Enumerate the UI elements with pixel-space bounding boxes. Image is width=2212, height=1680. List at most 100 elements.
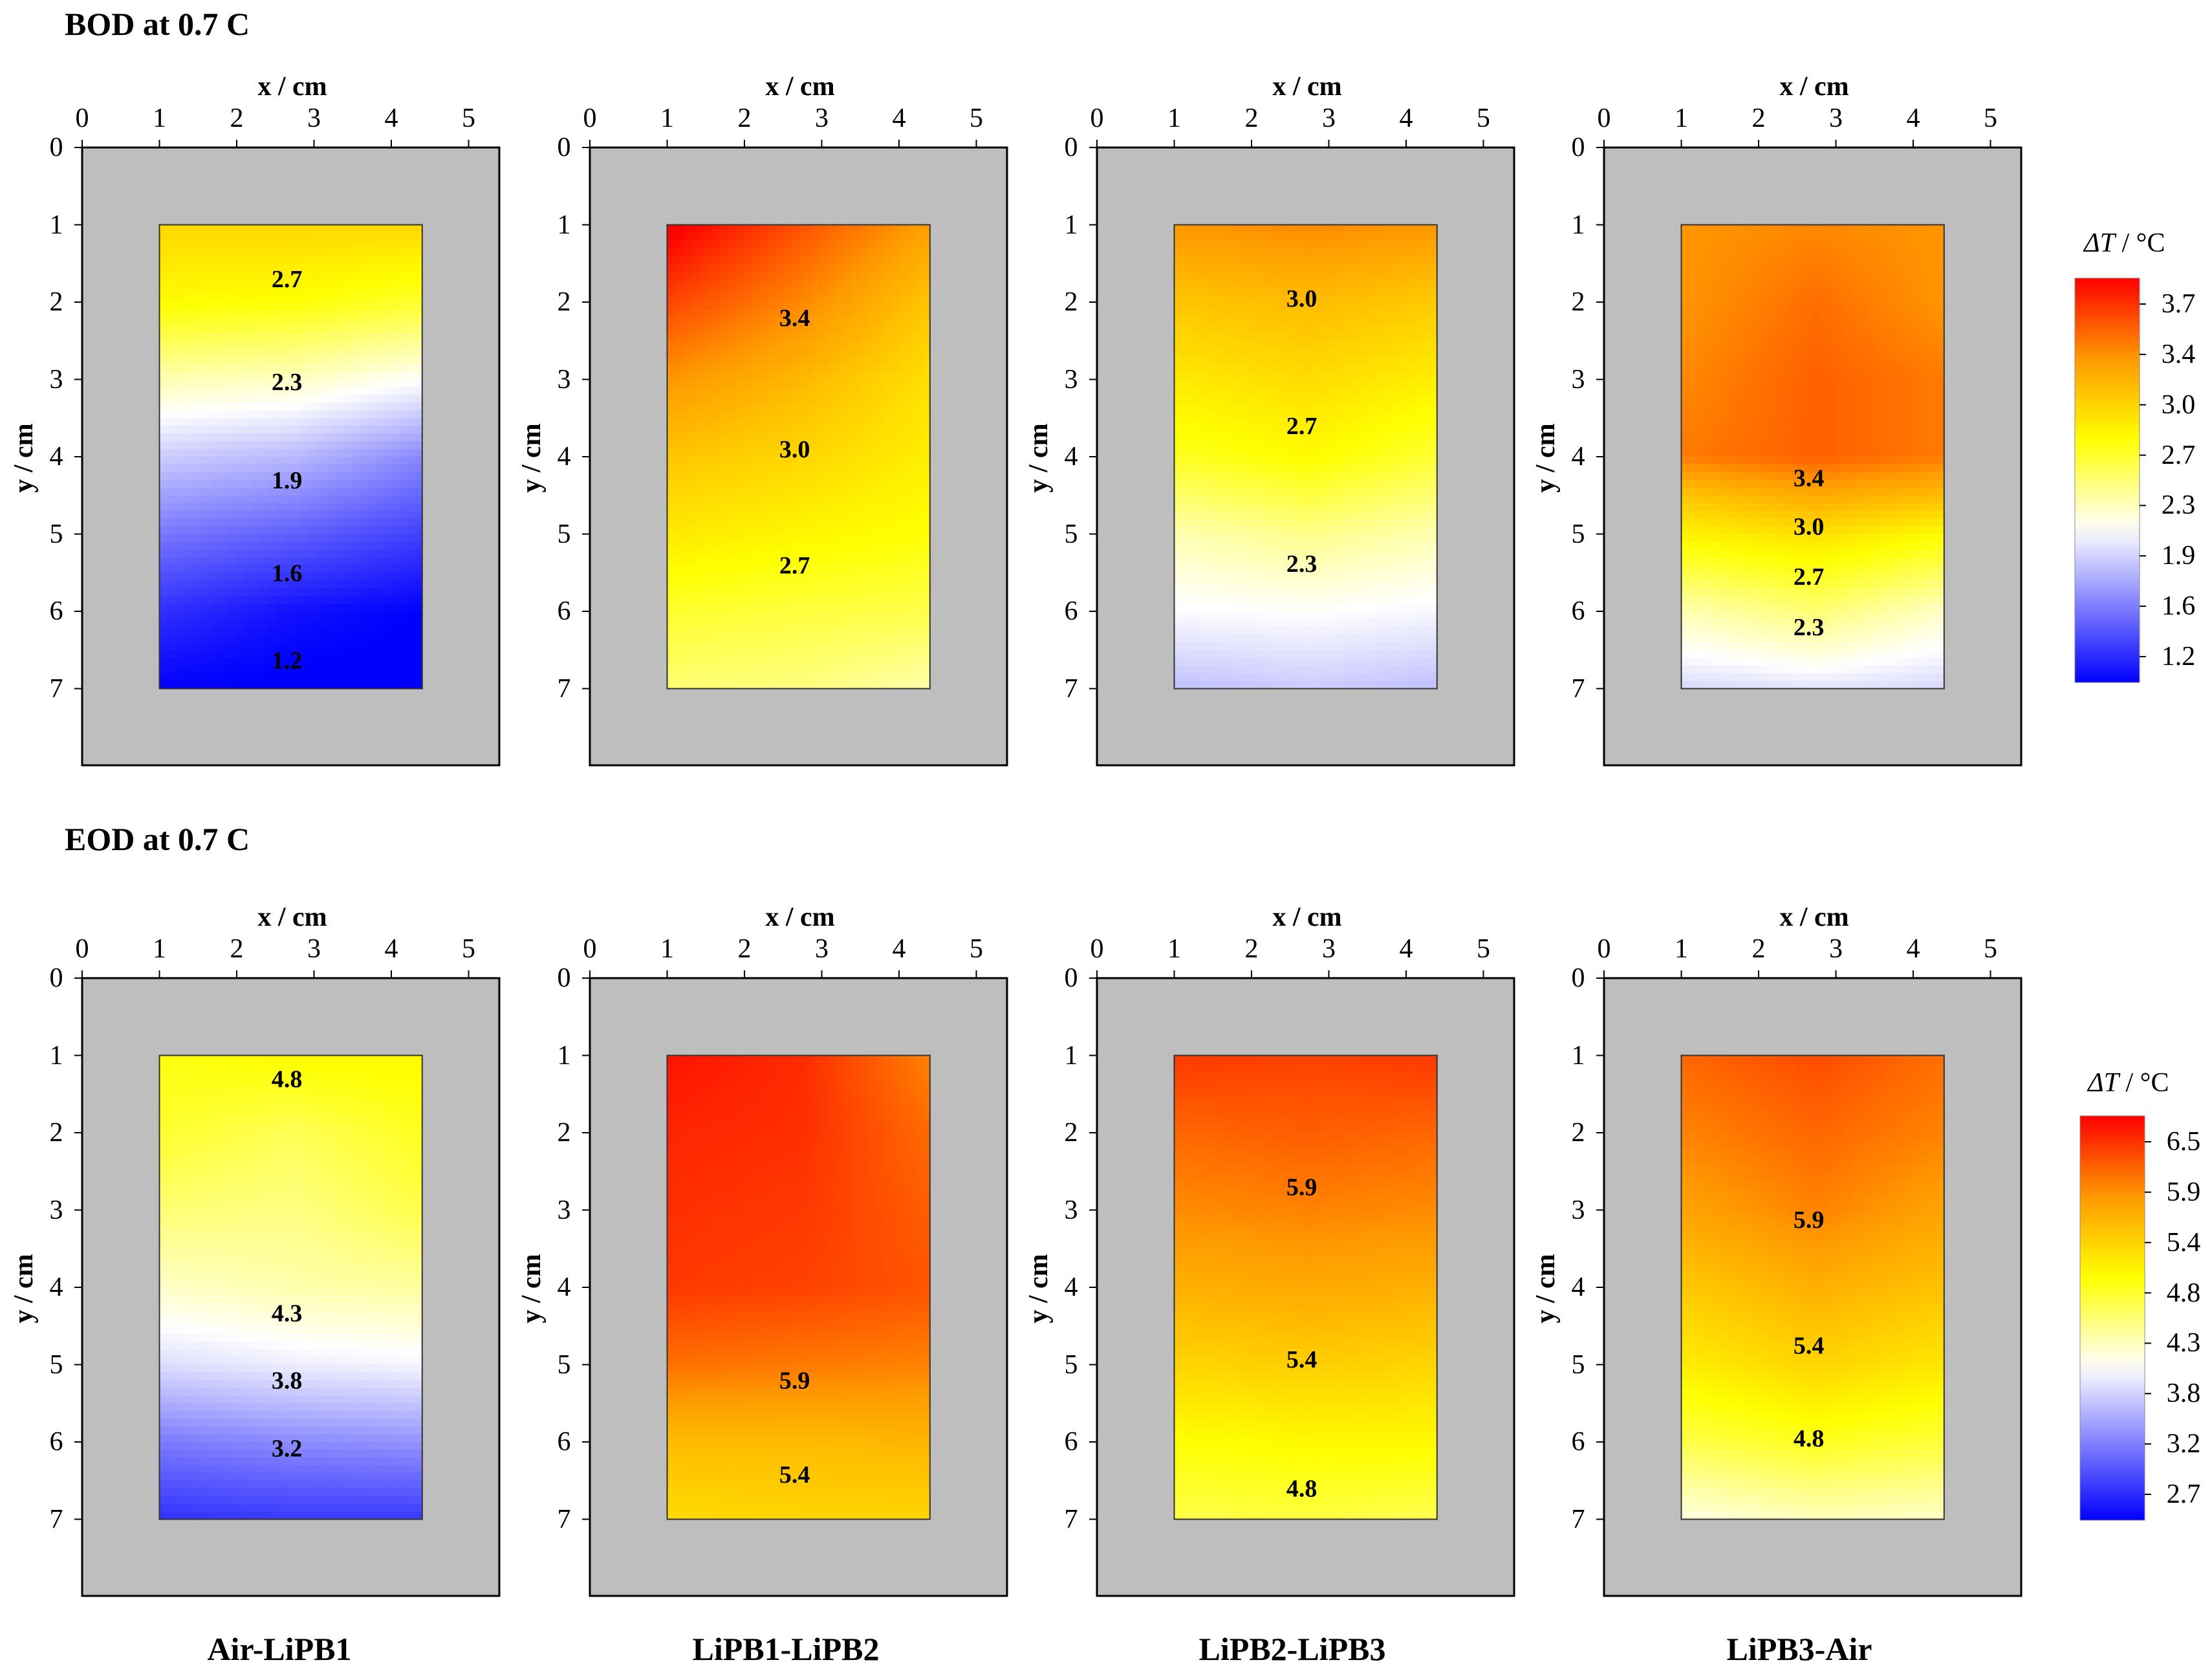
heat-cell xyxy=(1182,333,1191,342)
heat-cell xyxy=(922,573,931,581)
heat-cell xyxy=(806,673,815,682)
heat-cell xyxy=(1174,387,1183,396)
heat-cell xyxy=(860,364,869,373)
heat-cell xyxy=(237,302,245,311)
heat-cell xyxy=(1205,402,1214,411)
heat-cell xyxy=(759,287,768,295)
heat-cell xyxy=(175,279,184,287)
heat-cell xyxy=(721,510,730,519)
heat-cell xyxy=(298,541,307,551)
heat-cell xyxy=(1189,348,1198,357)
heat-cell xyxy=(744,534,753,543)
heat-cell xyxy=(159,526,168,535)
heat-cell xyxy=(713,387,722,396)
heat-cell xyxy=(1421,294,1430,303)
heat-cell xyxy=(337,309,346,318)
heat-cell xyxy=(391,232,400,241)
heat-cell xyxy=(244,573,253,581)
heat-cell xyxy=(406,364,415,373)
heat-cell xyxy=(290,395,299,404)
heat-cell xyxy=(306,649,315,659)
heat-cell xyxy=(1259,224,1268,234)
heat-cell xyxy=(729,526,737,535)
heat-cell xyxy=(675,518,684,527)
heat-cell xyxy=(690,573,699,581)
heat-cell xyxy=(290,573,299,581)
heat-cell xyxy=(376,549,384,558)
heat-cell xyxy=(306,232,315,241)
heat-cell xyxy=(213,526,222,535)
heat-cell xyxy=(314,224,323,234)
heat-cell xyxy=(213,441,222,450)
heat-cell xyxy=(891,325,900,334)
heat-cell xyxy=(868,433,876,442)
heat-cell xyxy=(384,379,392,388)
heat-cell xyxy=(360,472,369,481)
heat-cell xyxy=(237,364,245,373)
heat-cell xyxy=(814,449,823,457)
heat-cell xyxy=(1360,371,1369,380)
heat-cell xyxy=(267,611,276,620)
heat-cell xyxy=(1297,340,1307,349)
heat-cell xyxy=(1321,248,1330,257)
heat-cell xyxy=(914,618,923,627)
heat-cell xyxy=(213,657,222,666)
heat-cell xyxy=(283,604,292,612)
heat-cell xyxy=(837,541,846,551)
heat-cell xyxy=(376,410,384,419)
heat-cell xyxy=(729,325,737,334)
heat-cell xyxy=(744,317,753,326)
heat-cell xyxy=(175,364,184,373)
heat-cell xyxy=(690,604,699,612)
heat-cell xyxy=(329,433,338,442)
heat-cell xyxy=(783,510,792,519)
heat-cell xyxy=(1383,232,1391,241)
heat-cell xyxy=(237,487,245,496)
heat-cell xyxy=(267,464,276,473)
heat-cell xyxy=(1282,232,1291,241)
heat-cell xyxy=(329,309,338,318)
heat-cell xyxy=(1174,224,1183,234)
heat-cell xyxy=(1305,224,1314,234)
heat-cell xyxy=(868,573,876,581)
heat-cell xyxy=(229,573,237,581)
heat-cell xyxy=(1360,279,1369,287)
heat-cell xyxy=(1182,387,1191,396)
heat-cell xyxy=(167,402,176,411)
heat-cell xyxy=(1313,302,1322,311)
heat-cell xyxy=(1259,418,1268,426)
heat-cell xyxy=(1429,271,1438,279)
heat-cell xyxy=(221,618,230,627)
heat-cell xyxy=(876,271,884,279)
heat-cell xyxy=(314,325,323,334)
heat-cell xyxy=(1213,317,1221,326)
heat-cell xyxy=(1391,333,1399,342)
heat-cell xyxy=(190,665,199,674)
heat-cell xyxy=(837,618,846,627)
heat-cell xyxy=(229,348,237,357)
heat-cell xyxy=(814,479,823,488)
heat-cell xyxy=(167,549,176,558)
heat-cell xyxy=(198,510,206,519)
heat-cell xyxy=(706,557,714,566)
heat-cell xyxy=(899,503,907,512)
heat-cell xyxy=(759,356,768,365)
heat-cell xyxy=(368,580,376,589)
heat-cell xyxy=(206,541,214,551)
heat-cell xyxy=(1266,395,1275,404)
heat-cell xyxy=(237,611,245,620)
heat-cell xyxy=(1266,371,1275,380)
heat-cell xyxy=(175,457,184,465)
heat-cell xyxy=(337,240,346,249)
heat-cell xyxy=(837,449,846,457)
heat-cell xyxy=(790,309,799,318)
heat-cell xyxy=(1220,333,1229,342)
heat-cell xyxy=(252,534,261,543)
heat-cell xyxy=(376,457,384,465)
heat-cell xyxy=(368,379,376,388)
heat-cell xyxy=(159,604,168,612)
heat-cell xyxy=(876,333,884,342)
heat-cell xyxy=(845,418,854,426)
heat-cell xyxy=(891,573,900,581)
heat-cell xyxy=(891,541,900,551)
